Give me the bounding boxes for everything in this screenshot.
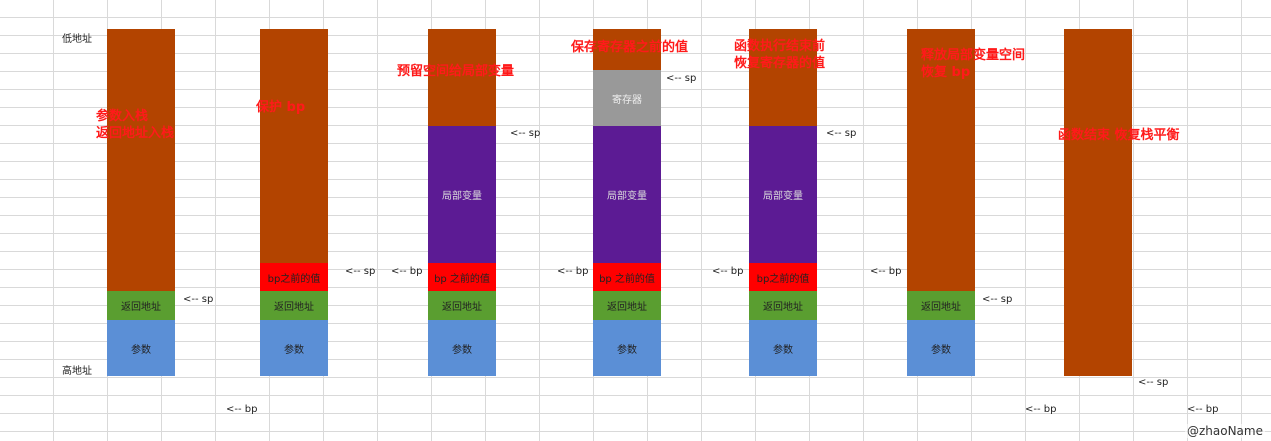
free-stack-space [593, 29, 661, 70]
params-block: 参数 [428, 320, 496, 376]
annotation-step5: 函数执行结束前 恢复寄存器的值 [734, 38, 825, 72]
return-address-block: 返回地址 [907, 291, 975, 320]
bp-pointer-6b: <-- bp [1025, 404, 1057, 415]
annotation-step1-line1: 参数入栈 [96, 109, 149, 124]
free-stack-space [749, 29, 817, 126]
saved-bp-block: bp 之前的值 [428, 263, 496, 291]
annotation-step1: 参数入栈 返回地址入栈 [96, 108, 174, 142]
sp-pointer-7: <-- sp [1138, 377, 1169, 388]
params-block: 参数 [749, 320, 817, 376]
bp-pointer-1: <-- bp [226, 404, 258, 415]
low-address-label: 低地址 [62, 34, 92, 45]
annotation-step6-line2: 恢复 bp [921, 65, 971, 80]
saved-bp-block: bp之前的值 [749, 263, 817, 291]
annotation-step5-line1: 函数执行结束前 [734, 39, 826, 54]
return-address-block: 返回地址 [749, 291, 817, 320]
return-address-block: 返回地址 [428, 291, 496, 320]
bp-pointer-5: <-- bp [712, 266, 744, 277]
return-address-block: 返回地址 [260, 291, 328, 320]
free-stack-space [107, 29, 175, 291]
sp-pointer-1: <-- sp [183, 294, 214, 305]
annotation-step5-line2: 恢复寄存器的值 [734, 56, 826, 71]
local-vars-block: 局部变量 [749, 126, 817, 263]
params-block: 参数 [593, 320, 661, 376]
local-vars-block: 局部变量 [593, 126, 661, 263]
annotation-step1-line2: 返回地址入栈 [96, 126, 175, 141]
annotation-step3: 预留空间给局部变量 [397, 64, 515, 79]
free-stack-space [428, 29, 496, 126]
params-block: 参数 [907, 320, 975, 376]
saved-bp-block: bp之前的值 [260, 263, 328, 291]
params-block: 参数 [107, 320, 175, 376]
stack-column-2: bp之前的值 返回地址 参数 [260, 29, 328, 376]
stack-column-1: 返回地址 参数 [107, 29, 175, 376]
stack-column-4: 寄存器 局部变量 bp 之前的值 返回地址 参数 [593, 29, 661, 376]
watermark: @zhaoName [1184, 424, 1265, 438]
return-address-block: 返回地址 [107, 291, 175, 320]
stack-column-3: 局部变量 bp 之前的值 返回地址 参数 [428, 29, 496, 376]
params-block: 参数 [260, 320, 328, 376]
free-stack-space [260, 29, 328, 263]
stack-column-7 [1064, 29, 1132, 376]
register-block: 寄存器 [593, 70, 661, 126]
bp-pointer-3: <-- bp [391, 266, 423, 277]
bp-pointer-6: <-- bp [870, 266, 902, 277]
sp-pointer-4: <-- sp [666, 73, 697, 84]
free-stack-space [1064, 29, 1132, 376]
sp-pointer-3: <-- sp [510, 128, 541, 139]
stack-column-6: 返回地址 参数 [907, 29, 975, 376]
bp-pointer-7: <-- bp [1187, 404, 1219, 415]
bp-pointer-4: <-- bp [557, 266, 589, 277]
annotation-step7: 函数结束 恢复栈平衡 [1058, 128, 1180, 143]
annotation-step6: 释放局部变量空间 恢复 bp [921, 47, 1025, 81]
sp-pointer-5: <-- sp [826, 128, 857, 139]
local-vars-block: 局部变量 [428, 126, 496, 263]
sp-pointer-6: <-- sp [982, 294, 1013, 305]
return-address-block: 返回地址 [593, 291, 661, 320]
stack-column-5: 局部变量 bp之前的值 返回地址 参数 [749, 29, 817, 376]
sp-pointer-2: <-- sp [345, 266, 376, 277]
annotation-step4: 保存寄存器之前的值 [571, 40, 689, 55]
high-address-label: 高地址 [62, 366, 92, 377]
annotation-step6-line1: 释放局部变量空间 [921, 48, 1026, 63]
free-stack-space [907, 29, 975, 291]
saved-bp-block: bp 之前的值 [593, 263, 661, 291]
annotation-step2: 保护 bp [256, 100, 306, 115]
